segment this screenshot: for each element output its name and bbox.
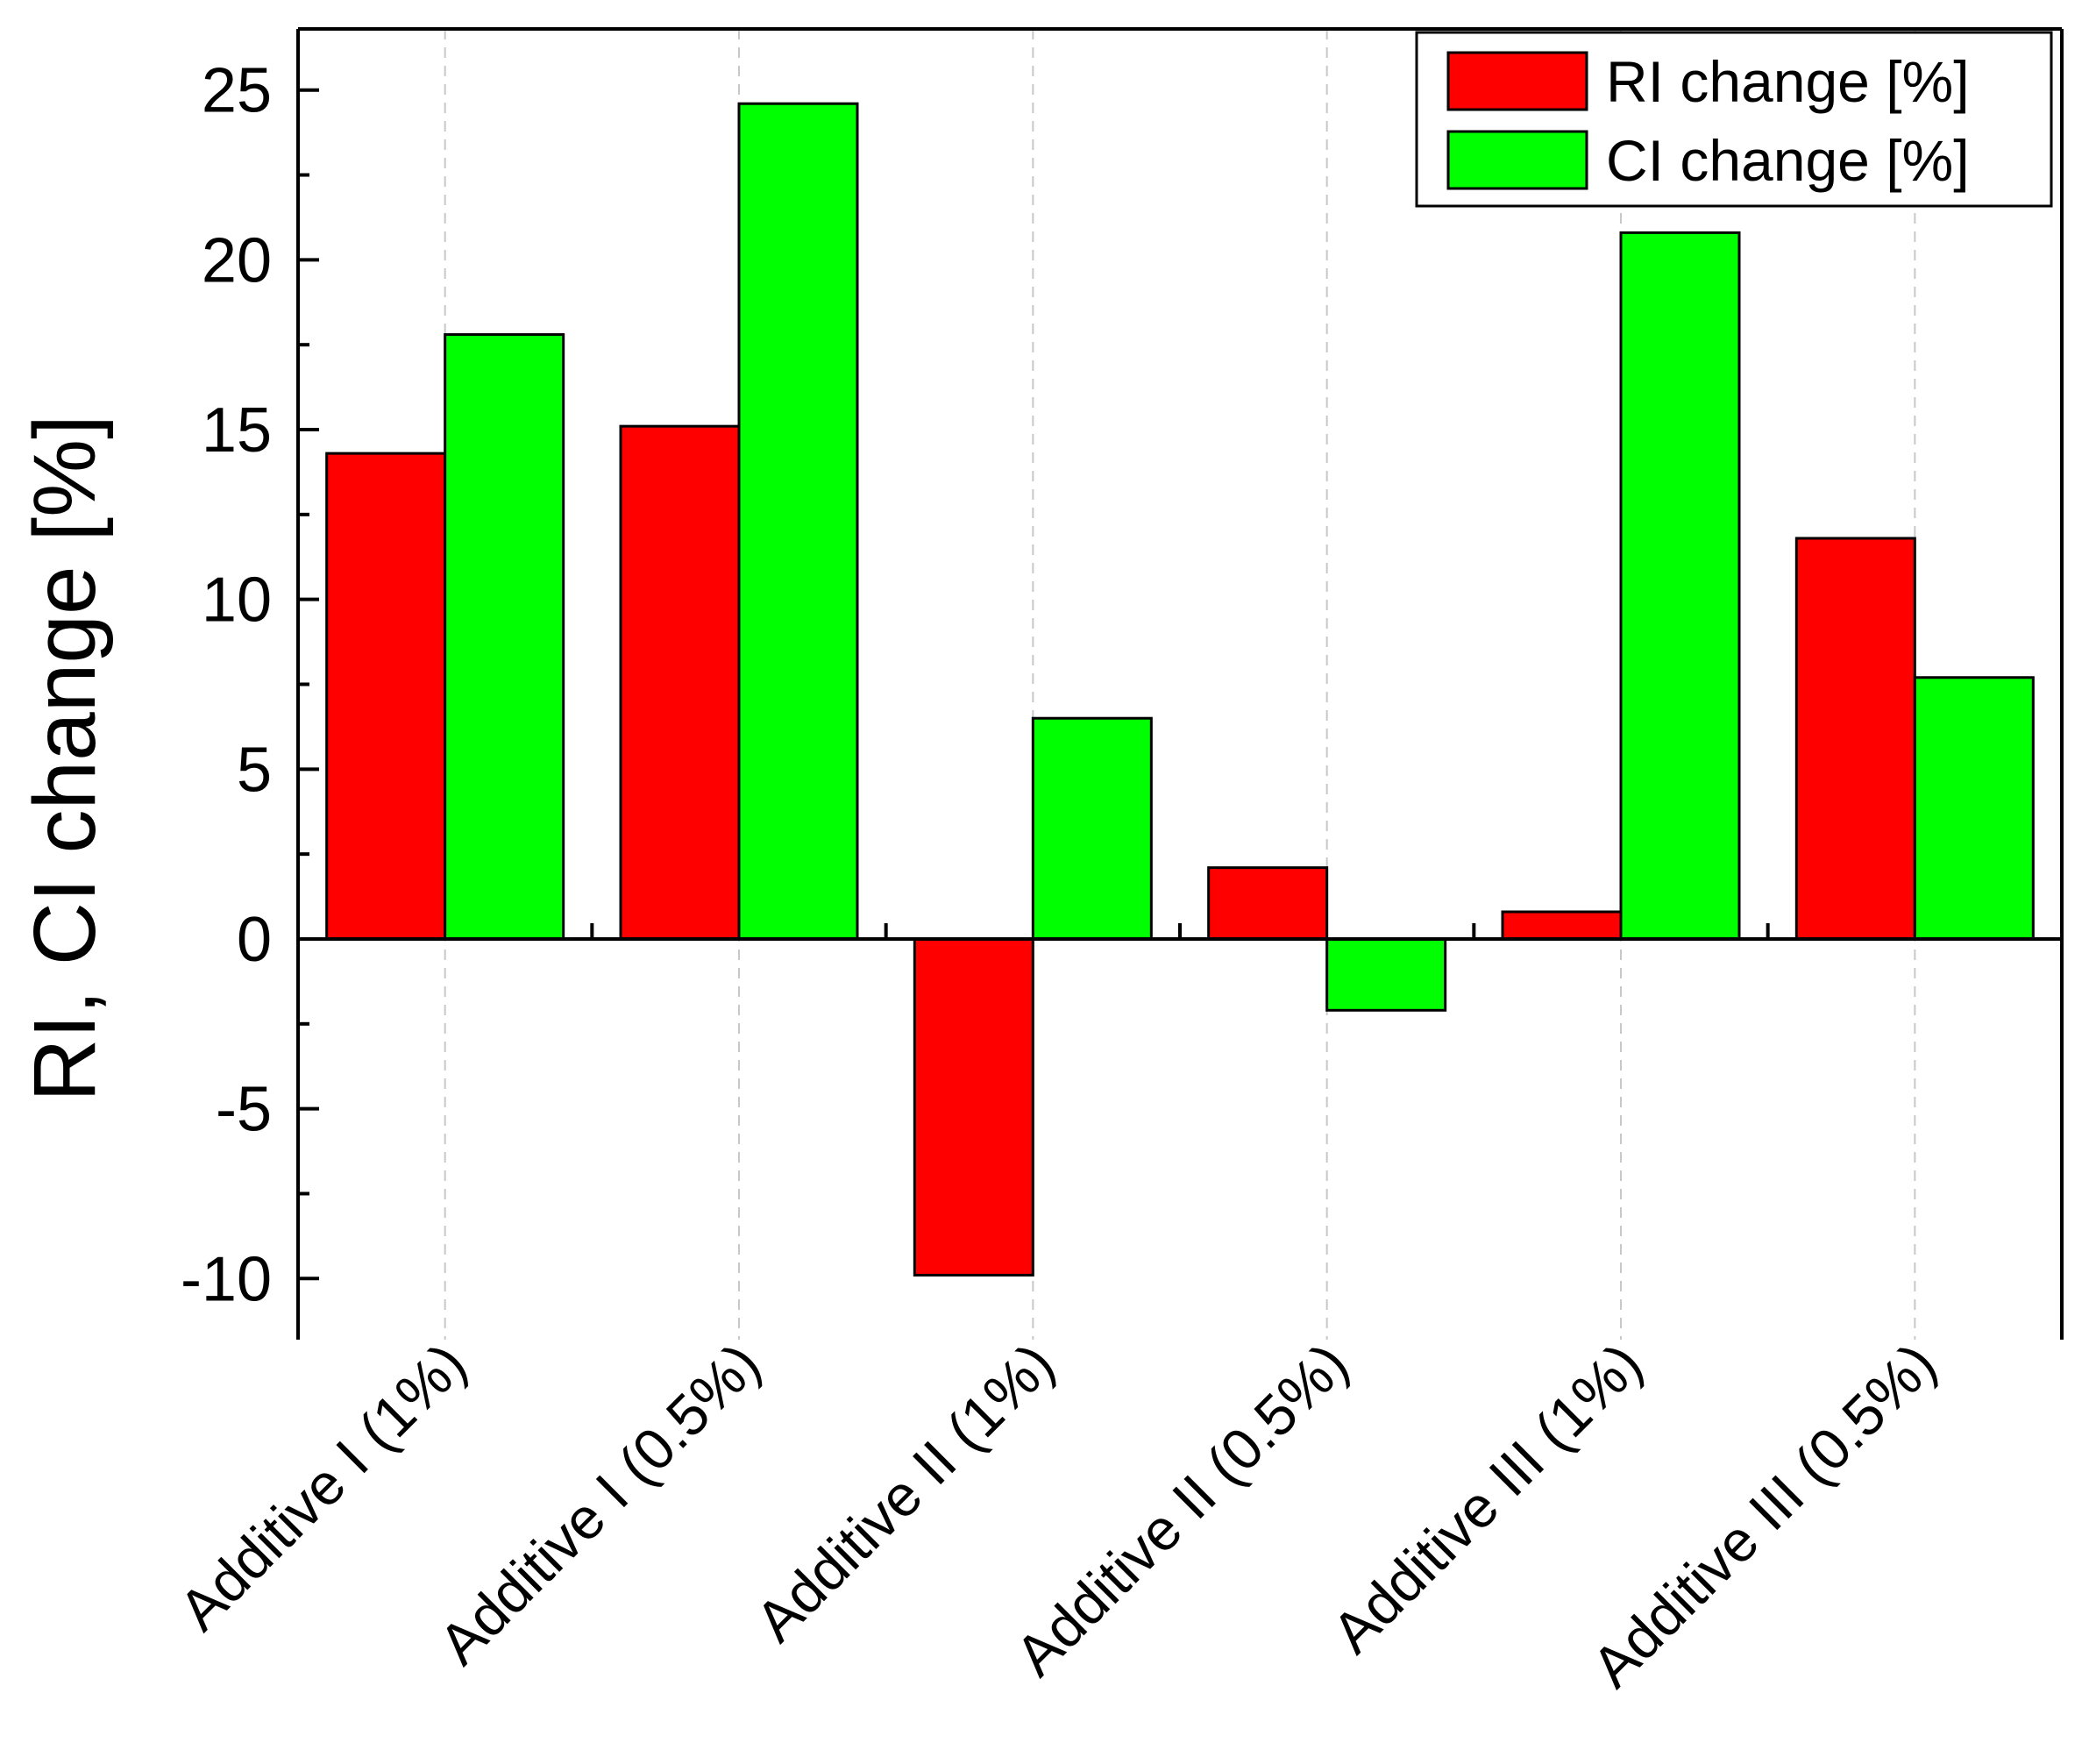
legend-label-ri: RI change [%] — [1606, 49, 1970, 114]
ci-bar-5 — [1619, 231, 1741, 941]
x-category-label: Additive III (1%) — [1319, 1331, 1654, 1666]
legend-swatch-ri — [1446, 51, 1588, 111]
legend-swatch-ci — [1446, 130, 1588, 190]
y-tick-label: -5 — [216, 1075, 272, 1145]
y-axis-title: RI, CI change [%] — [16, 415, 114, 1102]
y-tick-label: 25 — [202, 56, 272, 126]
ci-bar-3 — [1031, 716, 1153, 941]
ci-bar-6 — [1913, 676, 2035, 941]
ri-bar-4 — [1207, 866, 1329, 941]
y-tick-label: 20 — [202, 225, 272, 295]
legend-label-ci: CI change [%] — [1606, 128, 1970, 193]
x-category-label: Additive I (1%) — [167, 1331, 479, 1643]
ri-bar-5 — [1501, 910, 1623, 941]
ri-bar-2 — [619, 424, 741, 941]
ci-bar-2 — [737, 102, 859, 941]
y-tick-label: 10 — [202, 565, 272, 636]
y-tick-label: 0 — [237, 905, 272, 975]
ri-bar-6 — [1794, 537, 1916, 941]
x-category-label: Additive II (1%) — [743, 1331, 1066, 1654]
y-tick-label: 5 — [237, 735, 272, 805]
x-category-label: Additive I (0.5%) — [426, 1331, 772, 1677]
ci-bar-4 — [1325, 937, 1447, 1012]
ci-bar-1 — [444, 333, 565, 941]
bars-layer — [325, 102, 2035, 1277]
ri-bar-1 — [325, 452, 447, 941]
ri-bar-3 — [913, 937, 1034, 1277]
y-tick-label: -10 — [181, 1244, 272, 1314]
y-tick-label: 15 — [202, 395, 272, 466]
legend: RI change [%] CI change [%] — [1415, 31, 2053, 208]
ticks-layer — [298, 88, 1770, 1281]
